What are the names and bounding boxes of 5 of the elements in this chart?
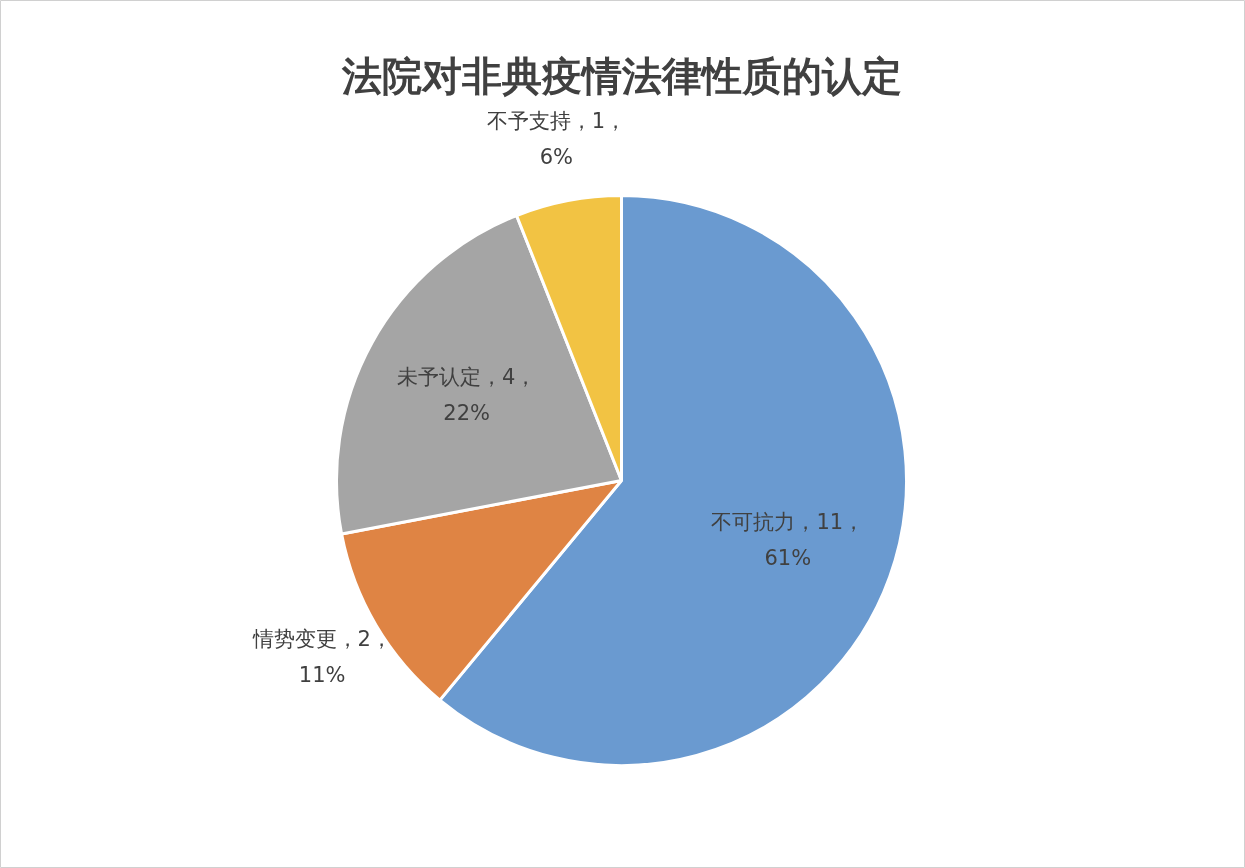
slice-label: 不可抗力，11，61% [711,510,865,571]
slice-label: 情势变更，2，11% [251,627,392,688]
chart-title: 法院对非典疫情法律性质的认定 [340,52,902,99]
slice-label: 不予支持，1，6% [486,108,627,169]
slice-label: 未予认定，4，22% [396,365,537,426]
